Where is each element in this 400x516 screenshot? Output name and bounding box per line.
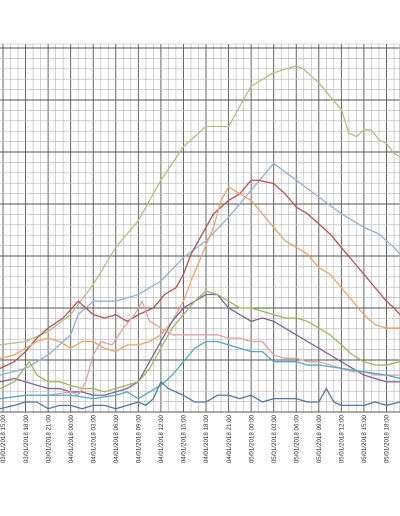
series-line-6 [0, 290, 400, 393]
series-line-2 [0, 162, 400, 376]
series-line-4 [0, 186, 400, 359]
chart-series-group [0, 65, 400, 410]
x-tick-label: 05/01/2018 00:00 [248, 414, 255, 463]
x-tick-label: 03/01/2018 21:00 [45, 414, 52, 463]
x-axis: 03/01/2018 15:00 03/01/2018 18:00 03/01/20… [0, 411, 400, 463]
x-tick-label: 03/01/2018 18:00 [23, 414, 30, 463]
x-tick-label: 05/01/2018 06:00 [293, 414, 300, 463]
x-tick-label: 05/01/2018 15:00 [361, 414, 368, 463]
x-tick-label: 05/01/2018 09:00 [316, 414, 323, 463]
series-line-1 [0, 65, 400, 346]
series-line-9 [0, 381, 400, 410]
x-tick-label: 04/01/2018 06:00 [113, 414, 120, 463]
series-line-7 [0, 300, 400, 400]
series-line-8 [0, 340, 400, 400]
x-tick-label: 05/01/2018 12:00 [339, 414, 346, 463]
x-tick-label: 04/01/2018 15:00 [181, 414, 188, 463]
chart-grid [0, 43, 400, 413]
x-tick-label: 04/01/2018 00:00 [68, 414, 75, 463]
x-tick-label: 04/01/2018 21:00 [226, 414, 233, 463]
x-tick-label: 05/01/2018 18:00 [384, 414, 391, 463]
x-tick-label: 03/01/2018 15:00 [0, 414, 7, 463]
x-tick-label: 04/01/2018 03:00 [90, 414, 97, 463]
x-tick-label: 04/01/2018 09:00 [136, 414, 143, 463]
x-tick-label: 04/01/2018 18:00 [203, 414, 210, 463]
x-tick-label: 04/01/2018 12:00 [158, 414, 165, 463]
series-line-3 [0, 179, 400, 370]
x-tick-label: 05/01/2018 03:00 [271, 414, 278, 463]
